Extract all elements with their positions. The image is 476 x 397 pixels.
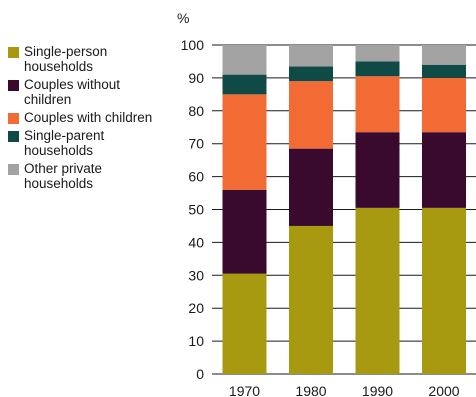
legend-item-other-private: Other private households xyxy=(8,161,168,191)
y-tick-label: 30 xyxy=(188,267,204,283)
y-tick-label: 90 xyxy=(188,70,204,86)
bar-segment xyxy=(222,94,267,190)
bar-segment xyxy=(289,81,333,149)
legend-item-couples-with-children: Couples with children xyxy=(8,110,168,125)
legend-label: Single-parent households xyxy=(24,128,105,158)
bar-segment xyxy=(422,64,466,78)
bar-segment xyxy=(222,74,267,95)
bar-segment xyxy=(289,45,333,67)
y-tick-label: 10 xyxy=(188,333,204,349)
legend-label: Couples with children xyxy=(24,110,153,125)
bar-segment xyxy=(422,207,466,374)
bar-segment xyxy=(355,132,400,208)
bar-segment xyxy=(222,45,267,75)
bar-segment xyxy=(422,77,466,133)
bar-segment xyxy=(355,76,400,133)
legend-swatch xyxy=(8,80,19,91)
bar-segment xyxy=(289,148,333,226)
y-tick-label: 0 xyxy=(196,366,204,382)
legend-item-couples-without-children: Couples without children xyxy=(8,77,168,107)
legend-swatch xyxy=(8,164,19,175)
legend-swatch xyxy=(8,47,19,58)
y-tick-label: 80 xyxy=(188,103,204,119)
y-tick-label: 40 xyxy=(188,234,204,250)
bar-segment xyxy=(422,45,466,65)
y-tick-label: 20 xyxy=(188,300,204,316)
bar-segment xyxy=(355,207,400,374)
bar-segment xyxy=(222,189,267,274)
bars xyxy=(222,45,466,374)
y-tick-label: 60 xyxy=(188,169,204,185)
y-tick-label: 70 xyxy=(188,136,204,152)
bar-segment xyxy=(355,45,400,62)
legend-label: Couples without children xyxy=(24,77,121,107)
bar-segment xyxy=(289,225,333,374)
x-axis-ticks: 1970 1980 1990 2000 xyxy=(229,383,460,397)
legend-item-single-parent: Single-parent households xyxy=(8,128,168,158)
x-tick-label: 2000 xyxy=(428,383,459,397)
chart-legend: Single-person households Couples without… xyxy=(8,44,168,194)
legend-swatch xyxy=(8,113,19,124)
x-tick-label: 1980 xyxy=(295,383,326,397)
y-axis-ticks: 0 10 20 30 40 50 60 70 80 90 100 xyxy=(181,37,205,382)
legend-label: Single-person households xyxy=(24,44,108,74)
bar-segment xyxy=(422,132,466,208)
legend-swatch xyxy=(8,131,19,142)
bar-segment xyxy=(222,273,267,374)
bar-segment xyxy=(289,66,333,82)
x-tick-label: 1970 xyxy=(229,383,260,397)
y-tick-label: 100 xyxy=(181,37,205,53)
y-tick-label: 50 xyxy=(188,202,204,218)
legend-item-single-person: Single-person households xyxy=(8,44,168,74)
y-axis-unit-label: % xyxy=(177,10,189,26)
legend-label: Other private households xyxy=(24,161,103,191)
x-tick-label: 1990 xyxy=(362,383,393,397)
bar-segment xyxy=(355,61,400,77)
